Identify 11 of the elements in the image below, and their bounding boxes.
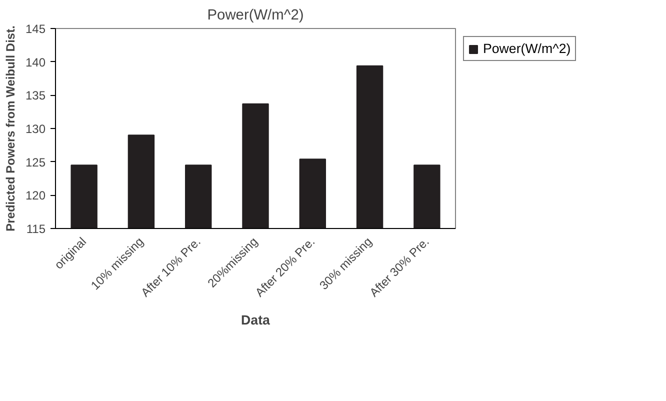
legend-label: Power(W/m^2): [483, 41, 571, 56]
y-tick-label: 115: [26, 222, 46, 236]
y-tick-label: 145: [25, 22, 46, 36]
y-tick-label: 135: [25, 88, 46, 103]
y-axis-title: Predicted Powers from Weibull Dist.: [3, 26, 18, 232]
y-tick-label: 140: [25, 55, 46, 70]
x-axis-title: Data: [241, 312, 271, 328]
y-tick-label: 125: [25, 155, 46, 170]
y-tick-label: 120: [25, 188, 46, 203]
chart-title: Power(W/m^2): [207, 8, 304, 24]
y-tick-label: 130: [25, 122, 46, 136]
